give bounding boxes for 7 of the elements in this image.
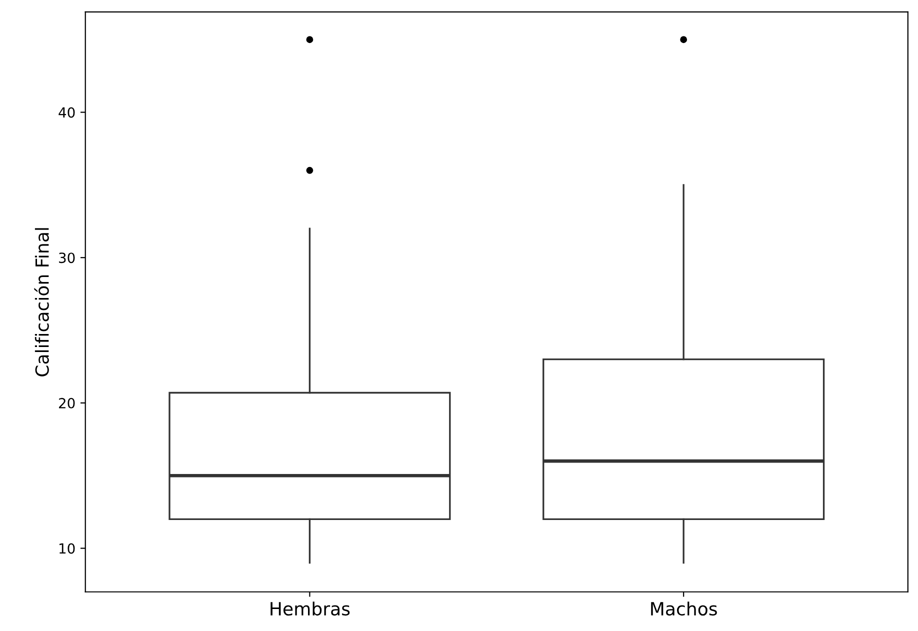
x-tick-label: Machos — [651, 602, 717, 616]
x-tick-label: Hembras — [270, 602, 350, 616]
y-tick-label: 30 — [59, 252, 75, 264]
y-tick-label: 40 — [58, 107, 75, 118]
y-tick-label: 10 — [60, 543, 75, 554]
y-tick-label: 20 — [58, 398, 75, 408]
y-axis-title: Calificación Final — [34, 228, 49, 376]
